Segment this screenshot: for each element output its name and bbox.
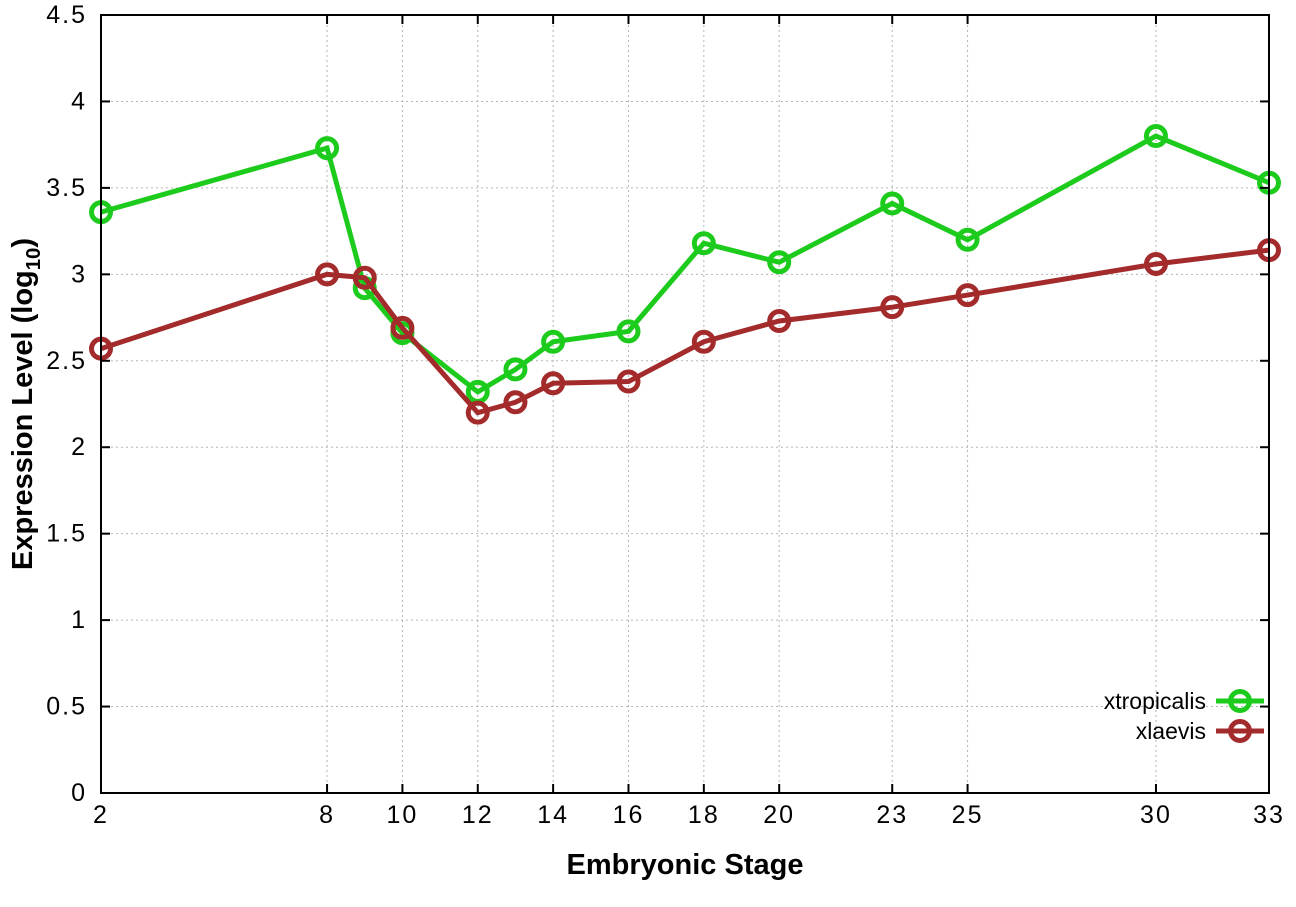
x-tick-label: 16 <box>613 801 645 829</box>
data-point-xlaevis <box>1143 251 1168 276</box>
data-point-xlaevis <box>880 295 905 320</box>
data-point-xtropicalis <box>767 250 792 275</box>
y-tick-label: 3 <box>71 260 87 288</box>
data-point-xlaevis <box>767 309 792 334</box>
data-point-xlaevis <box>352 265 377 290</box>
data-point-xlaevis <box>390 315 415 340</box>
data-point-xtropicalis <box>955 227 980 252</box>
x-tick-label: 18 <box>688 801 720 829</box>
data-point-xtropicalis <box>315 136 340 161</box>
data-point-xlaevis <box>616 369 641 394</box>
tick-labels: 2 8 10 12 14 16 18 20 23 25 30 33 0 0.5 1 1.5 2 2.5 3 3.5 4 4… <box>46 1 1285 829</box>
y-axis-title: Expression Level (log10) <box>7 238 45 570</box>
x-tick-label: 30 <box>1140 801 1172 829</box>
x-tick-label: 33 <box>1253 801 1285 829</box>
y-tick-label: 2.5 <box>46 347 87 375</box>
y-tick-label: 0.5 <box>46 693 87 721</box>
y-tick-label: 1.5 <box>46 520 87 548</box>
series-xtropicalis <box>89 124 1281 404</box>
legend-label-xtropicalis: xtropicalis <box>1104 688 1206 714</box>
y-tick-label: 0 <box>71 779 87 807</box>
gridlines <box>101 15 1269 793</box>
x-axis-title: Embryonic Stage <box>567 849 804 881</box>
x-tick-label: 25 <box>952 801 984 829</box>
data-series-layer <box>89 124 1281 425</box>
y-tick-label: 4 <box>71 87 87 115</box>
data-point-xlaevis <box>315 262 340 287</box>
legend-label-xlaevis: xlaevis <box>1136 718 1206 744</box>
data-point-xtropicalis <box>541 329 566 354</box>
data-point-xtropicalis <box>880 191 905 216</box>
x-tick-label: 8 <box>319 801 335 829</box>
data-point-xlaevis <box>541 371 566 396</box>
y-tick-label: 3.5 <box>46 174 87 202</box>
y-tick-label: 2 <box>71 433 87 461</box>
y-tick-label: 4.5 <box>46 1 87 29</box>
data-point-xlaevis <box>503 390 528 415</box>
y-tick-label: 1 <box>71 606 87 634</box>
data-point-xlaevis <box>955 283 980 308</box>
plot-border <box>100 14 1270 794</box>
x-tick-label: 14 <box>537 801 569 829</box>
data-point-xtropicalis <box>1143 124 1168 149</box>
x-tick-label: 20 <box>763 801 795 829</box>
x-tick-label: 23 <box>876 801 908 829</box>
legend-marker-xlaevis <box>1228 719 1252 743</box>
legend: xtropicalis xlaevis <box>1104 688 1264 744</box>
x-tick-label: 10 <box>387 801 419 829</box>
legend-marker-xtropicalis <box>1228 689 1252 713</box>
x-tick-label: 2 <box>93 801 109 829</box>
legend-marker-samples <box>1216 689 1264 743</box>
data-point-xtropicalis <box>616 319 641 344</box>
data-point-xtropicalis <box>503 357 528 382</box>
data-point-xtropicalis <box>691 231 716 256</box>
x-tick-label: 12 <box>462 801 494 829</box>
data-point-xlaevis <box>465 400 490 425</box>
axes <box>100 14 1270 794</box>
data-point-xlaevis <box>691 329 716 354</box>
